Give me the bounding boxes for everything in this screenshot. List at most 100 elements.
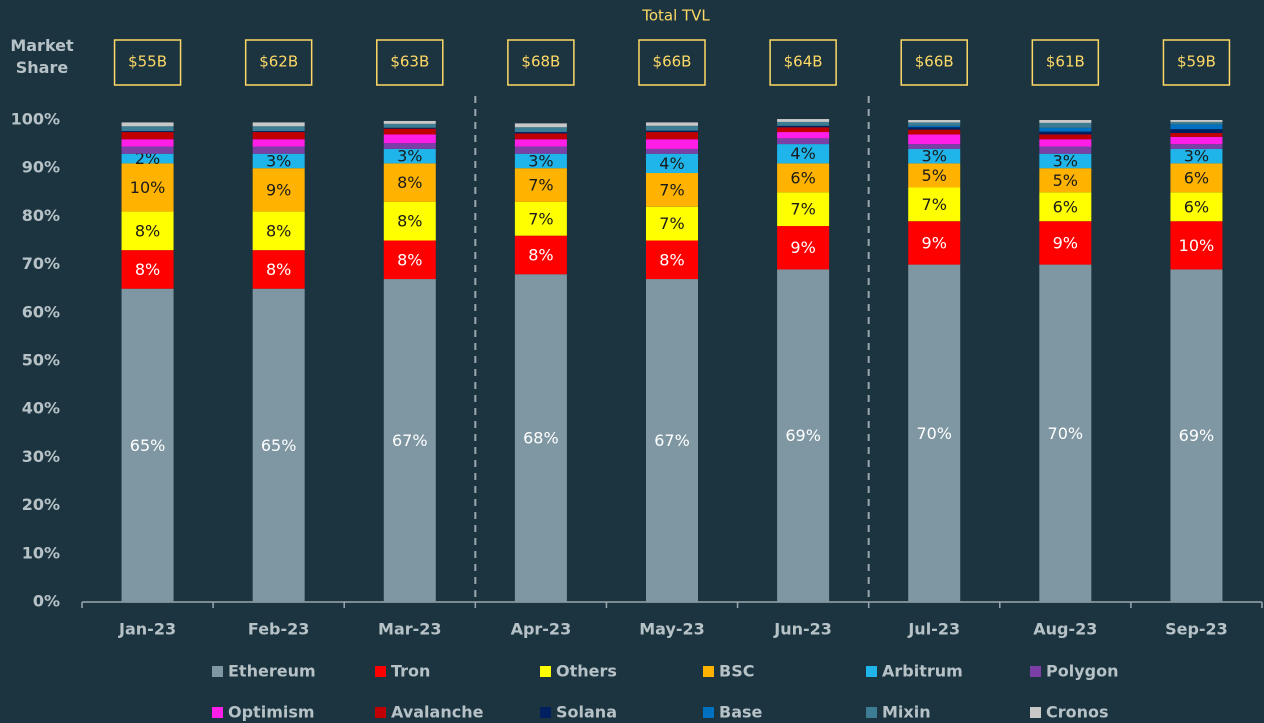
bar-segment: [908, 122, 961, 126]
legend-swatch: [1030, 666, 1041, 677]
bar-segment: [1170, 269, 1223, 602]
bar-segment: [514, 201, 567, 236]
bar-segment: [1039, 192, 1092, 222]
bar-segment: [1039, 122, 1092, 128]
bar-segment: [1170, 124, 1223, 130]
x-tick-label: Sep-23: [1165, 620, 1228, 639]
bar-segment: [1170, 144, 1223, 149]
bar-segment: [1039, 131, 1092, 135]
bar-segment: [514, 153, 567, 169]
value-label: 69%: [1179, 426, 1215, 445]
bar-segment: [121, 131, 174, 133]
value-label: 8%: [659, 250, 684, 269]
value-label: 7%: [790, 200, 815, 219]
bar-segment: [1039, 221, 1092, 265]
legend-swatch: [540, 666, 551, 677]
bar-segment: [383, 279, 436, 602]
legend-label: Avalanche: [391, 703, 484, 722]
bar-segment: [646, 240, 698, 280]
total-box: [1162, 39, 1231, 86]
x-tick-label: Jan-23: [118, 620, 176, 639]
bar-segment: [646, 153, 698, 174]
y-tick-label: 0%: [33, 592, 60, 611]
bar-segment: [1170, 163, 1223, 193]
bar-segment: [1039, 168, 1092, 193]
bar-segment: [777, 226, 830, 270]
value-label: 3%: [922, 147, 947, 166]
bar-segment: [1170, 221, 1223, 270]
bar-segment: [252, 211, 305, 251]
value-label: 6%: [1053, 197, 1078, 216]
y-tick-label: 50%: [22, 351, 60, 370]
bar-segment: [1170, 133, 1223, 137]
value-label: 5%: [1053, 171, 1078, 190]
legend-swatch: [866, 666, 877, 677]
legend-label: Cronos: [1046, 703, 1109, 722]
total-box: [769, 39, 837, 86]
value-label: 10%: [130, 178, 166, 197]
bar-segment: [252, 250, 305, 289]
value-label: 9%: [790, 238, 815, 257]
value-label: 7%: [659, 214, 684, 233]
x-tick-label: Apr-23: [511, 620, 572, 639]
bar-segment: [383, 201, 436, 241]
legend-swatch: [703, 666, 714, 677]
bar-segment: [121, 163, 174, 212]
bar-segment: [1170, 129, 1223, 134]
value-label: 8%: [266, 221, 291, 240]
y-tick-label: 40%: [22, 399, 60, 418]
bar-segment: [252, 168, 305, 212]
bar-segment: [646, 206, 698, 241]
y-tick-label: 30%: [22, 447, 60, 466]
bar-segment: [646, 139, 698, 149]
bar-segment: [908, 144, 961, 149]
bar-segment: [252, 153, 305, 169]
total-label: $61B: [1046, 53, 1085, 71]
bar-segment: [121, 153, 174, 164]
bar-segment: [252, 146, 305, 154]
value-label: 3%: [1184, 147, 1209, 166]
value-label: 6%: [1184, 197, 1209, 216]
bar-segment: [1039, 134, 1092, 140]
bar-segment: [908, 134, 961, 145]
y-tick-label: 60%: [22, 302, 60, 321]
total-box: [638, 39, 706, 86]
bar-segment: [514, 235, 567, 275]
x-tick-label: Aug-23: [1033, 620, 1097, 639]
bar-segment: [383, 163, 436, 202]
chart-title: Total TVL: [641, 7, 710, 25]
bar-segment: [646, 148, 698, 154]
bar-segment: [121, 288, 174, 602]
value-label: 7%: [528, 176, 553, 195]
y-axis-label-line: Market: [10, 36, 74, 55]
bar-segment: [1039, 139, 1092, 147]
bar-segment: [646, 173, 698, 207]
bar-segment: [252, 139, 305, 147]
y-tick-label: 70%: [22, 254, 60, 273]
value-label: 8%: [397, 250, 422, 269]
bar-segment: [1170, 136, 1223, 145]
legend-label: Solana: [556, 703, 617, 722]
bar-segment: [383, 120, 436, 124]
value-label: 9%: [266, 180, 291, 199]
bar-segment: [777, 192, 830, 227]
value-label: 9%: [922, 233, 947, 252]
bar-segment: [383, 240, 436, 280]
bar-segment: [646, 279, 698, 602]
value-label: 68%: [523, 429, 559, 448]
y-tick-label: 20%: [22, 495, 60, 514]
value-label: 7%: [528, 209, 553, 228]
value-label: 7%: [922, 195, 947, 214]
bar-segment: [1039, 120, 1092, 123]
bar-segment: [514, 127, 567, 133]
bar-segment: [777, 269, 830, 602]
bar-segment: [646, 122, 698, 126]
total-label: $59B: [1177, 53, 1216, 71]
bar-segment: [383, 128, 436, 135]
value-label: 3%: [266, 151, 291, 170]
bar-segment: [908, 221, 961, 265]
y-tick-label: 80%: [22, 206, 60, 225]
bar-segment: [646, 125, 698, 131]
bar-segment: [1039, 264, 1092, 602]
